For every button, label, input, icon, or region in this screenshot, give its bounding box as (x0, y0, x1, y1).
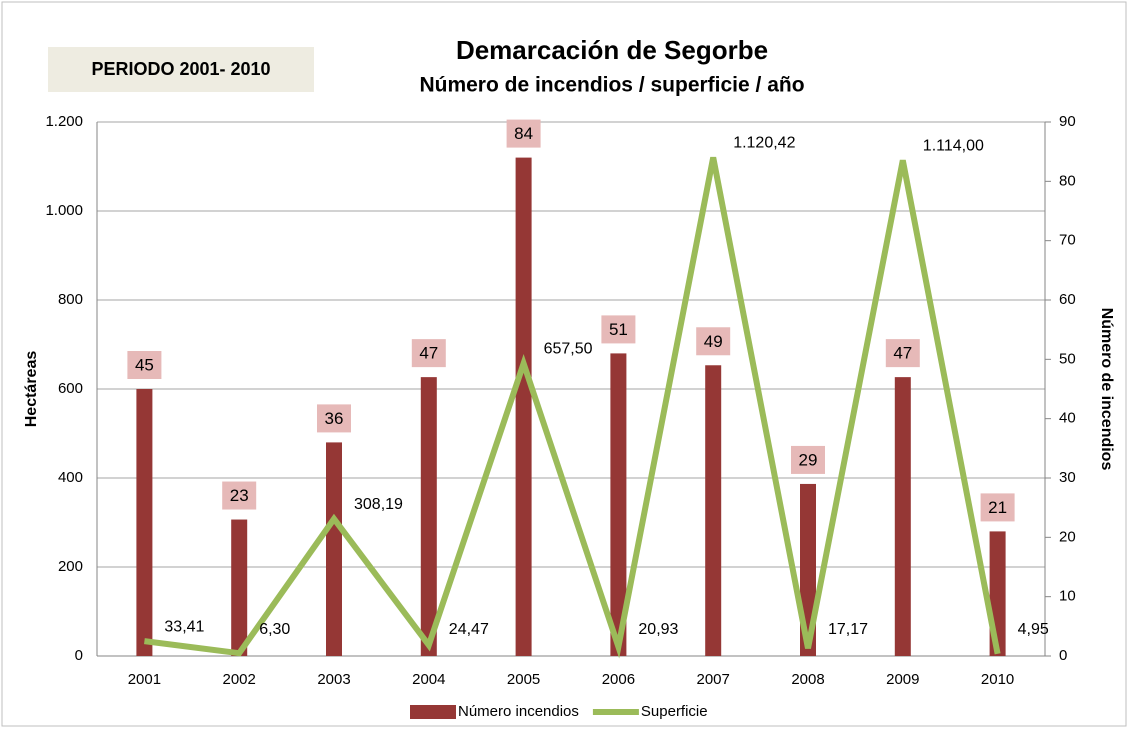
y-tick-label: 0 (75, 647, 83, 664)
bar (894, 377, 911, 656)
y2-axis-title: Número de incendios (1098, 308, 1115, 471)
x-tick-label: 2006 (602, 671, 635, 688)
line-label: 6,30 (259, 621, 290, 638)
bar-label: 23 (230, 486, 249, 505)
line-label: 308,19 (354, 496, 403, 513)
legend-swatch (410, 705, 456, 719)
bar (420, 377, 437, 656)
line-label: 33,41 (164, 618, 204, 635)
line-label: 1.114,00 (923, 137, 984, 154)
line-label: 4,95 (1018, 621, 1049, 638)
x-tick-label: 2002 (223, 671, 256, 688)
bar-label-box (980, 493, 1015, 522)
y-tick-label: 600 (58, 380, 83, 397)
bar (136, 389, 153, 656)
line-label: 20,93 (638, 621, 678, 638)
period-box (48, 47, 314, 92)
y2-tick-label: 70 (1059, 232, 1076, 249)
y2-tick-label: 50 (1059, 350, 1076, 367)
bar-label: 51 (609, 320, 628, 339)
line-label: 657,50 (544, 341, 593, 358)
x-tick-label: 2001 (128, 671, 161, 688)
y2-tick-label: 40 (1059, 410, 1076, 427)
y2-tick-label: 90 (1059, 113, 1076, 130)
bar-label: 21 (988, 498, 1007, 517)
y2-tick-label: 80 (1059, 172, 1076, 189)
x-tick-label: 2007 (697, 671, 730, 688)
chart-title: Demarcación de Segorbe (456, 35, 768, 65)
bar-label: 47 (893, 344, 912, 363)
y-tick-label: 1.000 (45, 202, 83, 219)
bar-label-box (506, 119, 541, 148)
bar-label-box (411, 339, 446, 368)
x-tick-label: 2004 (412, 671, 445, 688)
x-tick-label: 2008 (791, 671, 824, 688)
bar-label-box (885, 339, 920, 368)
y-tick-label: 800 (58, 291, 83, 308)
line-label: 24,47 (449, 621, 489, 638)
bar-label-box (791, 445, 825, 474)
bar (705, 365, 722, 656)
y-tick-label: 400 (58, 469, 83, 486)
x-tick-label: 2009 (886, 671, 919, 688)
y-tick-label: 1.200 (45, 113, 83, 130)
bar-label: 84 (514, 124, 533, 143)
bar (231, 519, 248, 656)
y2-tick-label: 30 (1059, 469, 1076, 486)
bar-label: 45 (135, 355, 154, 374)
bar (610, 353, 627, 656)
legend-label: Superficie (641, 703, 708, 720)
line-label: 17,17 (828, 621, 868, 638)
line-label: 1.120,42 (733, 135, 795, 152)
bar-label: 36 (325, 409, 344, 428)
bar-label-box (222, 481, 257, 510)
line (144, 156, 1001, 659)
bar-label: 29 (799, 450, 818, 469)
y2-tick-label: 60 (1059, 291, 1076, 308)
y2-tick-label: 0 (1059, 647, 1067, 664)
bar (326, 442, 342, 656)
y-tick-label: 200 (58, 558, 83, 575)
x-tick-label: 2003 (317, 671, 350, 688)
x-tick-label: 2005 (507, 671, 540, 688)
bar-label-box (127, 351, 162, 379)
bar-label-box (601, 315, 636, 344)
bar-label: 49 (704, 332, 723, 351)
y2-tick-label: 20 (1059, 528, 1076, 545)
chart-subtitle: Número de incendios / superficie / año (419, 74, 804, 97)
bar-label-box (317, 404, 351, 433)
period-label: PERIODO 2001- 2010 (91, 59, 270, 79)
bar-label-box (696, 327, 731, 356)
bar (515, 157, 532, 656)
x-tick-label: 2010 (981, 671, 1014, 688)
bar-label: 47 (419, 344, 438, 363)
y2-tick-label: 10 (1059, 588, 1076, 605)
legend-label: Número incendios (458, 703, 579, 720)
y-axis-title: Hectáreas (23, 351, 40, 428)
